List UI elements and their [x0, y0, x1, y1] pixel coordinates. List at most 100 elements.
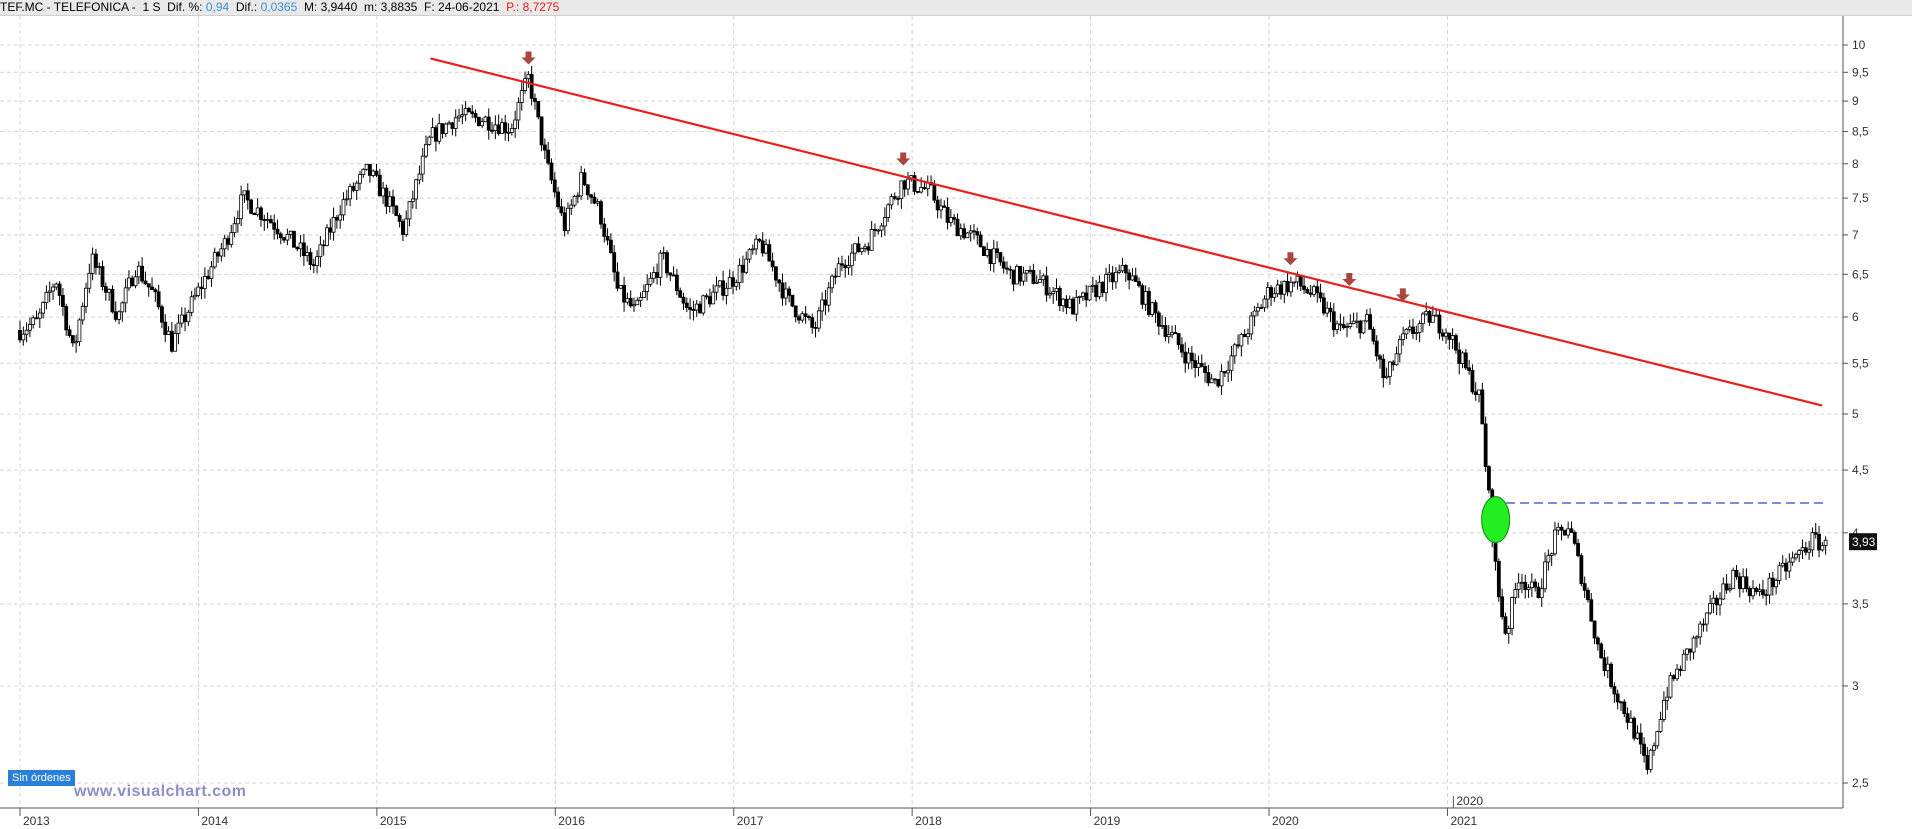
candle-body — [414, 179, 419, 200]
candle-body — [1229, 355, 1234, 371]
candle-body — [612, 252, 617, 273]
candle-body — [249, 199, 253, 214]
candle-body — [803, 313, 808, 317]
candle-body — [202, 276, 207, 290]
candle-body — [21, 333, 26, 341]
candle-body — [731, 277, 735, 287]
candle-body — [1744, 576, 1749, 589]
candle-body — [18, 330, 22, 341]
candle-body — [467, 108, 471, 113]
candle-body — [1351, 320, 1356, 324]
candle-body — [519, 90, 524, 103]
trendline — [430, 57, 1823, 407]
candle-body — [513, 119, 518, 129]
candle-body — [1737, 576, 1742, 589]
candle-body — [493, 124, 498, 131]
candle-body — [1754, 587, 1759, 593]
candle-body — [777, 279, 782, 284]
orders-badge[interactable]: Sin órdenes — [8, 770, 75, 786]
candle-body — [1282, 281, 1287, 295]
candle-body — [939, 205, 943, 211]
y-tick-label: 7 — [1852, 228, 1859, 242]
candle-body — [1358, 320, 1363, 334]
candle-body — [1780, 562, 1785, 567]
candle-body — [546, 149, 551, 164]
candle-body — [1374, 340, 1379, 357]
candle-body — [1279, 284, 1283, 295]
candle-body — [1335, 323, 1339, 331]
candle-body — [1005, 267, 1009, 270]
candle-body — [896, 197, 900, 200]
candle-body — [1529, 581, 1534, 589]
candle-body — [856, 243, 861, 253]
candle-body — [1770, 577, 1775, 588]
candle-body — [1008, 268, 1013, 271]
candle-body — [1628, 717, 1633, 723]
candle-body — [113, 311, 118, 320]
p-value: 8,7275 — [522, 0, 560, 14]
candle-body — [117, 311, 121, 320]
candle-body — [1701, 623, 1706, 626]
candle-body — [906, 178, 910, 190]
candle-body — [638, 297, 643, 301]
candle-body — [1041, 275, 1046, 281]
y-tick-label: 7,5 — [1852, 191, 1869, 205]
candle-body — [463, 108, 468, 115]
candle-body — [1209, 378, 1214, 384]
candle-body — [1348, 323, 1353, 327]
candle-body — [1553, 529, 1557, 555]
candle-body — [1067, 298, 1072, 309]
candle-body — [1454, 335, 1458, 351]
candle-body — [1790, 557, 1795, 563]
candle-body — [1361, 320, 1366, 334]
candle-body — [1714, 597, 1719, 606]
candle-body — [1308, 292, 1313, 295]
candle-body — [935, 199, 940, 211]
candle-body — [853, 243, 858, 254]
candle-body — [301, 242, 306, 257]
candle-body — [566, 207, 570, 232]
candle-body — [364, 163, 369, 170]
candle-body — [622, 284, 626, 303]
candle-body — [678, 290, 683, 298]
candle-body — [351, 186, 356, 191]
candle-body — [747, 249, 752, 260]
candle-body — [1721, 583, 1726, 600]
candle-body — [569, 204, 574, 209]
candle-body — [166, 330, 171, 335]
candle-body — [434, 127, 438, 142]
candle-body — [1249, 315, 1254, 335]
candle-body — [404, 218, 409, 235]
candle-body — [1153, 302, 1158, 314]
candle-body — [915, 190, 920, 193]
candle-body — [1114, 271, 1118, 283]
candle-body — [985, 249, 990, 257]
candle-body — [694, 303, 699, 311]
candle-body — [879, 225, 884, 231]
candle-body — [741, 264, 745, 273]
candle-body — [1315, 286, 1320, 294]
candle-body — [780, 282, 785, 299]
candle-body — [1562, 529, 1567, 536]
candle-body — [450, 122, 455, 129]
candle-body — [318, 244, 323, 258]
candle-body — [1288, 281, 1293, 293]
candle-body — [618, 284, 623, 289]
y-tick-label: 3,5 — [1852, 597, 1869, 611]
candle-body — [589, 194, 593, 198]
candle-body — [1817, 533, 1821, 551]
candle-body — [655, 272, 659, 278]
candle-body — [539, 116, 544, 146]
candle-body — [1421, 313, 1425, 324]
candle-body — [1681, 653, 1686, 671]
candle-body — [61, 295, 65, 307]
candle-body — [1761, 589, 1765, 596]
candle-body — [1483, 423, 1488, 468]
candle-body — [1473, 391, 1478, 395]
candle-body — [1437, 314, 1442, 334]
candle-body — [1147, 291, 1151, 316]
candle-body — [556, 191, 560, 208]
candle-body — [163, 321, 168, 335]
candle-body — [823, 299, 828, 306]
candle-body — [1150, 302, 1155, 316]
